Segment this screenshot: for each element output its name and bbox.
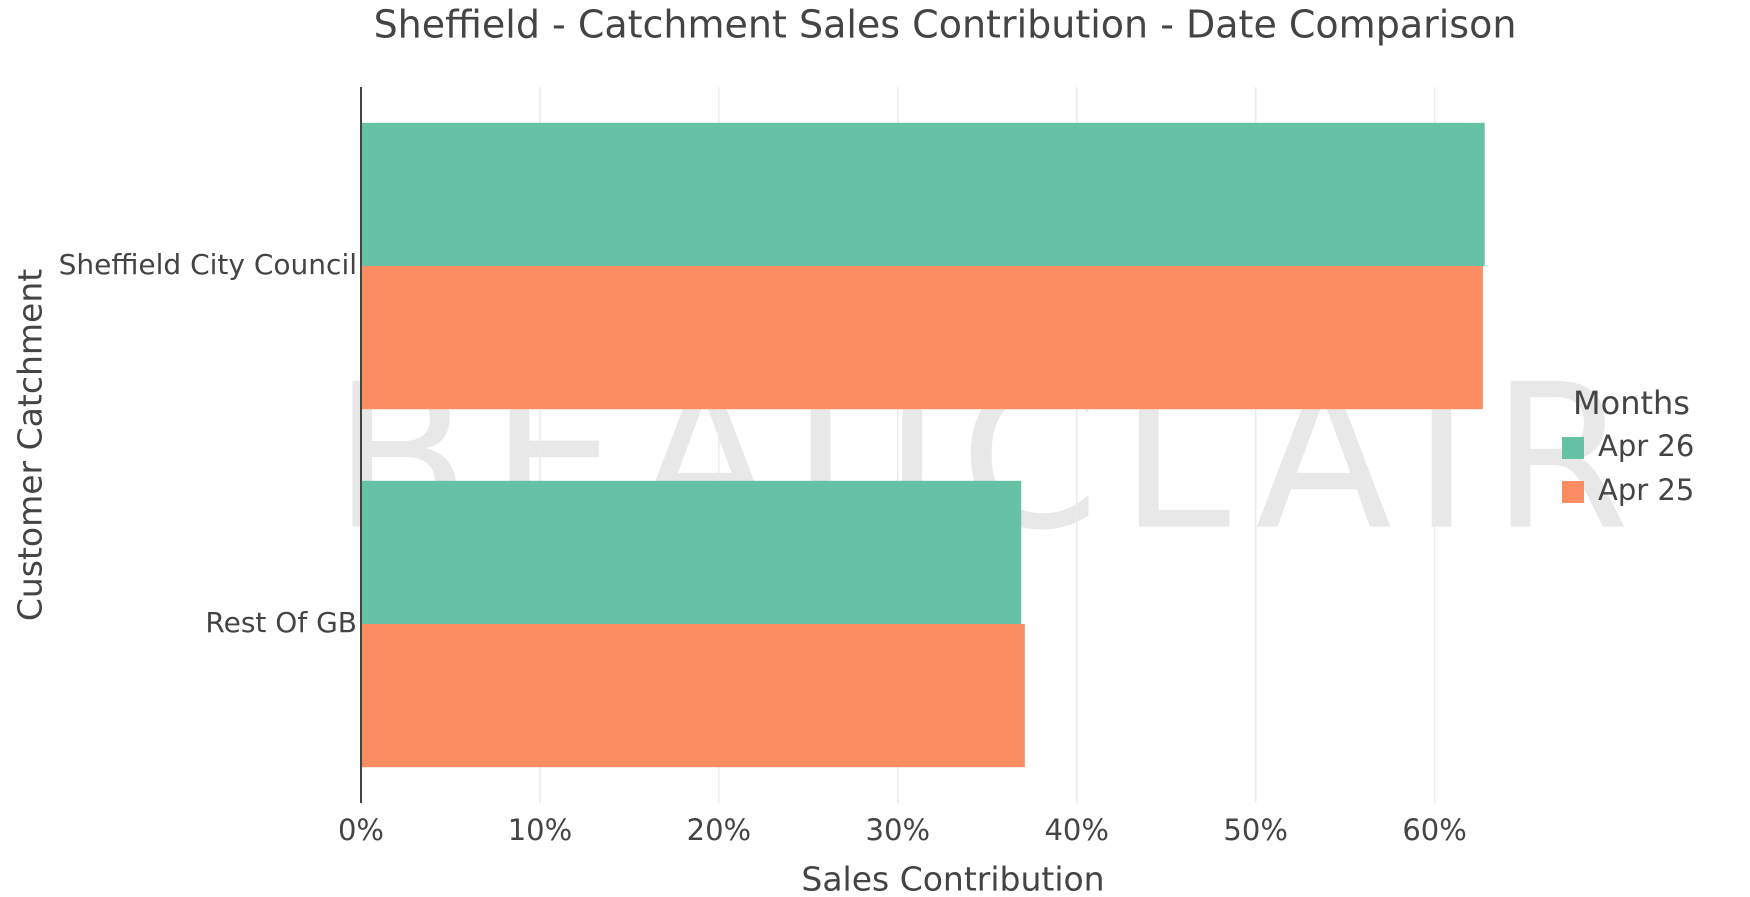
y-tick-label: Sheffield City Council — [59, 248, 357, 281]
bar — [361, 480, 1022, 624]
legend-label: Apr 26 — [1598, 429, 1694, 463]
legend-label: Apr 25 — [1598, 473, 1694, 507]
bar — [361, 266, 1483, 410]
x-tick-label: 40% — [1044, 813, 1108, 847]
bar — [361, 624, 1025, 768]
x-axis-title: Sales Contribution — [801, 860, 1104, 897]
x-tick-label: 20% — [687, 813, 751, 847]
legend-swatch — [1562, 437, 1584, 459]
legend-title: Months — [1573, 384, 1690, 422]
x-tick-label: 10% — [508, 813, 572, 847]
chart-title: Sheffield - Catchment Sales Contribution… — [374, 3, 1517, 47]
y-tick-label: Rest Of GB — [205, 606, 357, 639]
y-axis-title: Customer Catchment — [11, 269, 50, 621]
x-tick-label: 60% — [1402, 813, 1466, 847]
x-tick-label: 50% — [1223, 813, 1287, 847]
legend-swatch — [1562, 481, 1584, 503]
bar — [361, 122, 1485, 266]
x-tick-label: 30% — [866, 813, 930, 847]
x-tick-label: 0% — [338, 813, 384, 847]
